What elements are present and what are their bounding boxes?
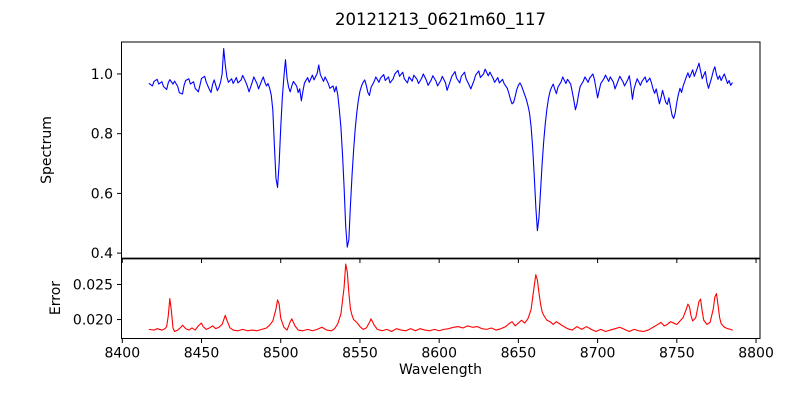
- x-tick-label: 8700: [580, 346, 616, 362]
- x-tick-label: 8400: [104, 346, 140, 362]
- spectrum-y-tick-label: 0.4: [91, 246, 113, 262]
- spectrum-y-tick-label: 1.0: [91, 67, 113, 83]
- error-axes-frame: [121, 258, 761, 339]
- x-tick-label: 8550: [342, 346, 378, 362]
- spectrum-line: [148, 48, 733, 248]
- error-y-axis-label: Error: [48, 280, 64, 316]
- x-tick-label: 8800: [738, 346, 774, 362]
- x-tick-label: 8500: [263, 346, 299, 362]
- spectrum-y-tick-label: 0.8: [91, 127, 113, 143]
- spectrum-y-tick-label: 0.6: [91, 186, 113, 202]
- x-tick-label: 8750: [659, 346, 695, 362]
- chart-title: 20121213_0621m60_117: [334, 10, 547, 29]
- x-axis-label: Wavelength: [398, 362, 483, 378]
- spectrum-axes-frame: [121, 41, 761, 259]
- x-tick-label: 8450: [184, 346, 220, 362]
- error-y-tick-label: 0.020: [73, 313, 113, 329]
- spectrum-y-axis-label: Spectrum: [39, 116, 55, 184]
- x-tick-label: 8600: [421, 346, 457, 362]
- error-line: [148, 263, 733, 333]
- x-tick-label: 8650: [501, 346, 537, 362]
- error-y-tick-label: 0.025: [73, 277, 113, 293]
